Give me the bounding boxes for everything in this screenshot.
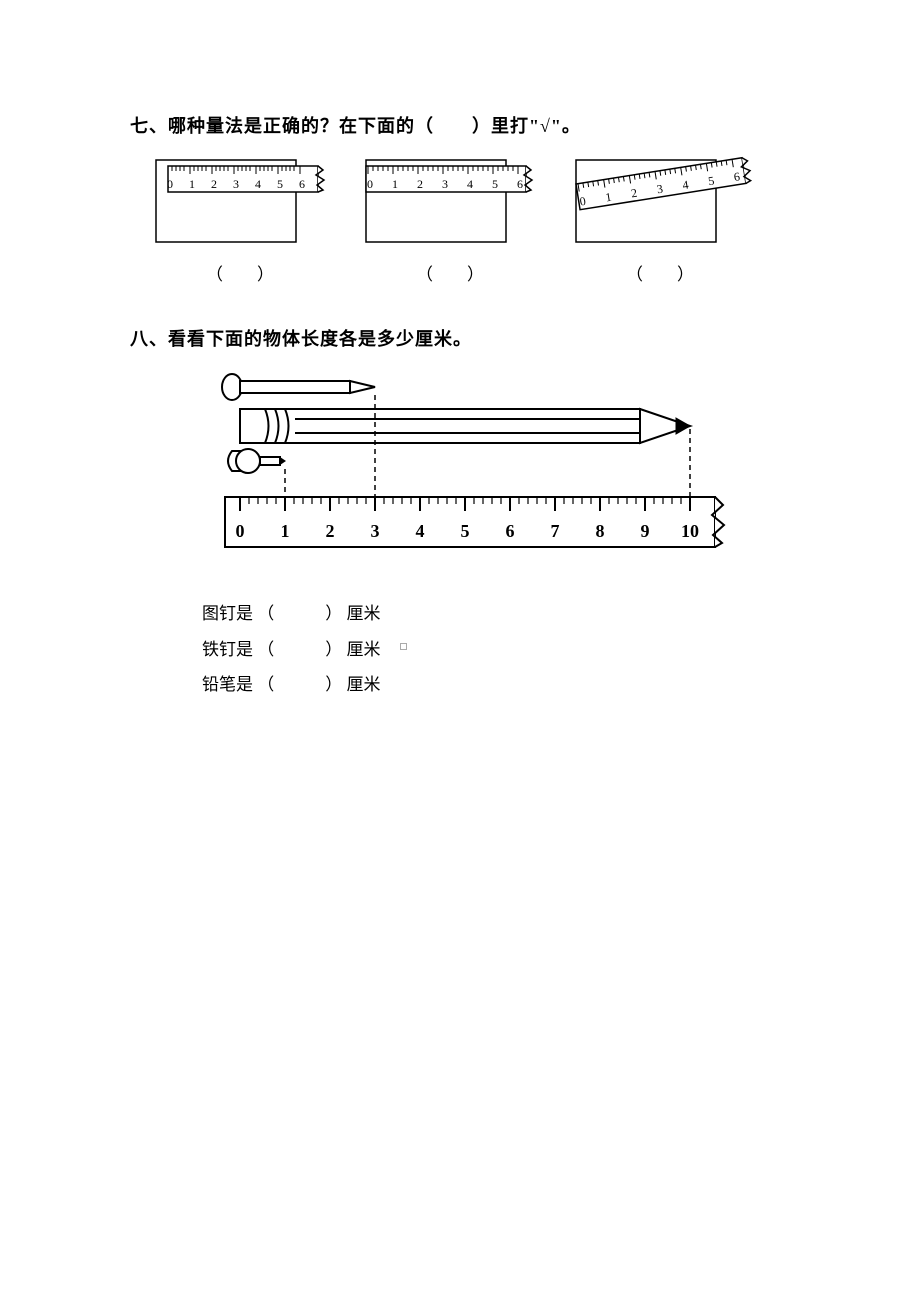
svg-text:0: 0 [167, 177, 173, 191]
pencil-icon [240, 409, 690, 443]
q7-diagram-2: 0 1 2 3 4 5 6 [360, 156, 540, 246]
q8-blank-pencil[interactable]: （ ） [257, 675, 342, 694]
ruler-icon: 0 1 2 3 4 5 6 [167, 166, 324, 192]
q8-diagram: 0 1 2 3 4 5 6 7 8 9 10 [210, 369, 790, 574]
svg-text:8: 8 [596, 521, 605, 541]
svg-text:5: 5 [461, 521, 470, 541]
q8-line-thumbtack: 图钉是 （ ） 厘米 [202, 596, 790, 632]
q8-blank-nail[interactable]: （ ） [257, 640, 342, 659]
q8-unit-nail: 厘米 [347, 640, 381, 659]
q7-diagram-3: 0123456 [570, 156, 750, 246]
iron-nail-icon [222, 374, 375, 400]
q7-diagram-1: 0 1 2 3 4 5 6 [150, 156, 330, 246]
svg-text:1: 1 [281, 521, 290, 541]
thumbtack-icon [228, 449, 286, 473]
page-marker-icon [400, 643, 407, 650]
q8-answer-lines: 图钉是 （ ） 厘米 铁钉是 （ ） 厘米 铅笔是 （ ） 厘米 [202, 596, 790, 703]
q8-label-pencil: 铅笔是 [202, 675, 253, 694]
ruler-icon: 0 1 2 3 4 5 6 7 8 9 10 [225, 497, 724, 547]
svg-text:4: 4 [255, 177, 261, 191]
svg-text:2: 2 [326, 521, 335, 541]
q7-header: 七、哪种量法是正确的？在下面的（ ）里打"√"。 [130, 112, 790, 138]
svg-text:1: 1 [392, 177, 398, 191]
svg-text:6: 6 [517, 177, 523, 191]
q8-unit-pencil: 厘米 [347, 675, 381, 694]
q8-line-nail: 铁钉是 （ ） 厘米 [202, 632, 790, 668]
q8-label-nail: 铁钉是 [202, 640, 253, 659]
q7-answer-1[interactable]: （ ） [206, 260, 274, 285]
svg-text:10: 10 [681, 521, 699, 541]
svg-text:1: 1 [189, 177, 195, 191]
q7-answer-3[interactable]: （ ） [626, 260, 694, 285]
svg-text:2: 2 [417, 177, 423, 191]
svg-text:2: 2 [211, 177, 217, 191]
svg-text:3: 3 [442, 177, 448, 191]
svg-text:6: 6 [299, 177, 305, 191]
q8-label-thumbtack: 图钉是 [202, 604, 253, 623]
svg-text:5: 5 [277, 177, 283, 191]
svg-text:7: 7 [551, 521, 560, 541]
q7-item-2: 0 1 2 3 4 5 6 （ ） [360, 156, 540, 285]
svg-text:4: 4 [416, 521, 425, 541]
svg-text:0: 0 [367, 177, 373, 191]
svg-text:3: 3 [233, 177, 239, 191]
svg-text:6: 6 [506, 521, 515, 541]
svg-text:0: 0 [236, 521, 245, 541]
q8-line-pencil: 铅笔是 （ ） 厘米 [202, 667, 790, 703]
q7-item-3: 0123456 （ ） [570, 156, 750, 285]
q8-blank-thumbtack[interactable]: （ ） [257, 604, 342, 623]
svg-text:5: 5 [492, 177, 498, 191]
ruler-icon: 0 1 2 3 4 5 6 [366, 166, 532, 192]
q7-answer-2[interactable]: （ ） [416, 260, 484, 285]
q8-unit-thumbtack: 厘米 [347, 604, 381, 623]
svg-text:9: 9 [641, 521, 650, 541]
q8-header: 八、看看下面的物体长度各是多少厘米。 [130, 325, 790, 351]
q7-figures-row: 0 1 2 3 4 5 6 （ ） [150, 156, 790, 285]
svg-text:4: 4 [467, 177, 473, 191]
svg-text:3: 3 [371, 521, 380, 541]
q7-item-1: 0 1 2 3 4 5 6 （ ） [150, 156, 330, 285]
